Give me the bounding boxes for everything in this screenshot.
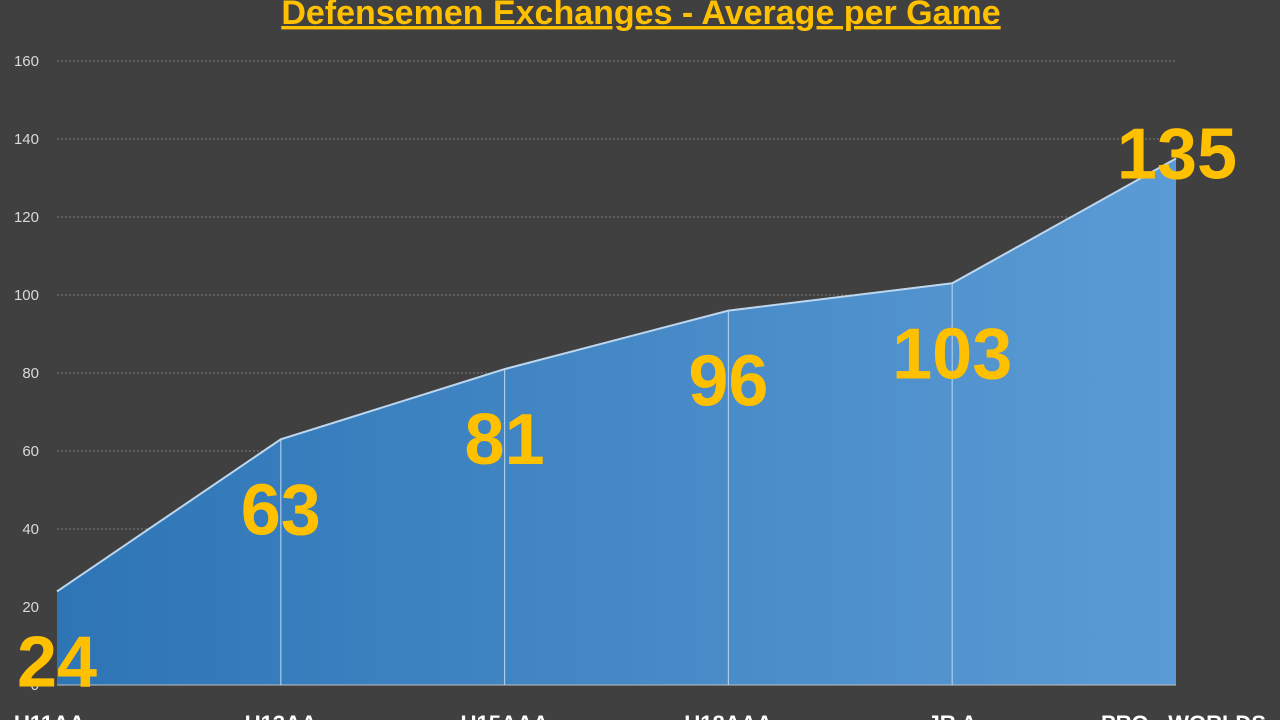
y-tick-label: 160 [14,53,39,70]
data-label: 63 [241,470,321,550]
y-tick-label: 20 [22,599,39,616]
data-label: 103 [892,314,1012,394]
x-category-label: PRO - WORLDS [1101,711,1266,720]
x-category-label: U18AAA [684,711,772,720]
data-label: 135 [1117,115,1237,195]
data-label: 24 [17,622,97,702]
y-tick-label: 80 [22,365,39,382]
area-series [56,157,1177,686]
x-category-label: U11AA [14,711,85,720]
x-category-label: U13AA [245,711,317,720]
chart-title: Defensemen Exchanges - Average per Game [281,0,1000,32]
y-axis-tick-labels: 0 20 40 60 80 100 120 140 160 [14,53,39,694]
data-label: 81 [465,400,545,480]
data-labels: 24 63 81 96 103 135 [17,115,1237,703]
data-label: 96 [688,342,768,422]
y-tick-label: 120 [14,209,39,226]
area-outline [56,157,1177,593]
area-fill [57,158,1176,685]
y-tick-label: 0 [31,677,39,694]
x-category-label: U15AAA [461,711,549,720]
y-tick-label: 100 [14,287,39,304]
y-tick-label: 40 [22,521,39,538]
y-tick-label: 140 [14,131,39,148]
x-category-label: JR A [928,711,977,720]
drop-lines [280,283,953,685]
x-axis-category-labels: U11AA U13AA U15AAA U18AAA JR A PRO - WORLDS [14,711,1266,720]
y-tick-label: 60 [22,443,39,460]
